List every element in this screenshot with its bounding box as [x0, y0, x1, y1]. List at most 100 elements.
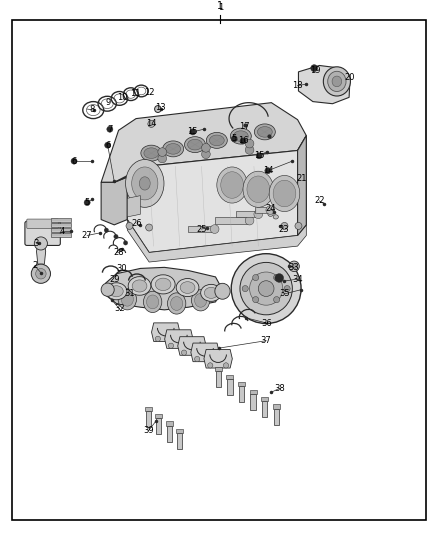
Circle shape — [265, 167, 271, 174]
Circle shape — [291, 264, 297, 269]
Text: 35: 35 — [279, 289, 290, 298]
Circle shape — [281, 222, 288, 229]
Bar — [226, 375, 233, 379]
Ellipse shape — [206, 132, 227, 148]
Polygon shape — [36, 244, 46, 264]
Text: 1: 1 — [217, 1, 223, 11]
Text: 14: 14 — [263, 166, 273, 175]
Text: 1: 1 — [218, 3, 223, 12]
Circle shape — [148, 120, 155, 127]
Circle shape — [245, 139, 254, 148]
FancyBboxPatch shape — [27, 219, 58, 229]
Ellipse shape — [328, 71, 346, 92]
Text: 37: 37 — [261, 336, 272, 345]
Circle shape — [256, 153, 262, 159]
Circle shape — [274, 274, 280, 280]
Ellipse shape — [147, 295, 159, 309]
Text: 27: 27 — [82, 231, 92, 240]
Text: 5: 5 — [85, 198, 90, 207]
Text: 7: 7 — [107, 125, 113, 134]
Ellipse shape — [258, 126, 272, 137]
Bar — [176, 429, 183, 433]
Circle shape — [231, 254, 301, 324]
Bar — [239, 386, 244, 402]
Ellipse shape — [170, 296, 183, 310]
Ellipse shape — [268, 207, 273, 211]
Circle shape — [254, 210, 263, 219]
Circle shape — [242, 286, 248, 292]
Ellipse shape — [332, 76, 342, 87]
Text: 21: 21 — [297, 174, 307, 183]
Circle shape — [201, 143, 210, 152]
Bar — [188, 226, 215, 232]
Text: 19: 19 — [310, 66, 320, 75]
Bar — [215, 217, 250, 224]
Text: 33: 33 — [289, 263, 300, 272]
Circle shape — [107, 126, 113, 132]
Circle shape — [126, 222, 133, 229]
Polygon shape — [106, 268, 223, 310]
Text: 34: 34 — [292, 274, 303, 284]
Bar — [156, 418, 161, 434]
Text: 28: 28 — [113, 248, 124, 257]
Circle shape — [194, 357, 200, 361]
Text: 11: 11 — [130, 88, 141, 98]
Text: 18: 18 — [292, 81, 303, 90]
Ellipse shape — [221, 172, 244, 198]
Circle shape — [250, 272, 283, 305]
Circle shape — [168, 343, 173, 349]
Circle shape — [71, 158, 77, 164]
Bar — [274, 409, 279, 425]
Circle shape — [208, 363, 213, 368]
Text: 8: 8 — [90, 104, 95, 114]
Polygon shape — [165, 330, 193, 349]
Text: 4: 4 — [59, 227, 64, 236]
Ellipse shape — [233, 131, 248, 141]
Circle shape — [34, 237, 47, 250]
Text: 2: 2 — [32, 261, 37, 270]
Ellipse shape — [166, 143, 180, 154]
Ellipse shape — [126, 159, 164, 207]
Ellipse shape — [187, 139, 202, 150]
Circle shape — [210, 357, 215, 361]
Text: 13: 13 — [155, 103, 166, 112]
Circle shape — [146, 224, 152, 231]
Bar — [166, 422, 173, 426]
Circle shape — [158, 154, 166, 163]
Bar — [238, 382, 245, 386]
Polygon shape — [101, 103, 306, 182]
Bar — [145, 407, 152, 411]
Ellipse shape — [273, 180, 296, 207]
Ellipse shape — [217, 167, 247, 203]
Bar — [166, 426, 172, 442]
Text: 38: 38 — [274, 384, 285, 393]
Ellipse shape — [209, 135, 224, 146]
Polygon shape — [204, 350, 232, 368]
Bar — [155, 414, 162, 418]
Ellipse shape — [215, 284, 230, 299]
Text: 23: 23 — [278, 224, 289, 233]
Circle shape — [210, 225, 219, 233]
Text: 5: 5 — [232, 134, 237, 143]
Ellipse shape — [180, 281, 195, 294]
Polygon shape — [191, 343, 219, 362]
Ellipse shape — [144, 148, 159, 158]
Circle shape — [114, 235, 118, 239]
Circle shape — [105, 142, 111, 148]
Text: 10: 10 — [117, 93, 127, 102]
Bar — [255, 207, 270, 213]
Polygon shape — [298, 66, 350, 104]
Text: 24: 24 — [265, 205, 276, 213]
Ellipse shape — [254, 124, 276, 140]
Text: 12: 12 — [144, 87, 155, 96]
Ellipse shape — [205, 287, 218, 298]
Ellipse shape — [273, 215, 279, 219]
Circle shape — [31, 264, 50, 284]
Circle shape — [124, 241, 128, 245]
Ellipse shape — [110, 286, 123, 297]
Bar — [51, 219, 71, 222]
Text: 32: 32 — [114, 304, 125, 313]
Ellipse shape — [144, 291, 162, 312]
Ellipse shape — [141, 145, 162, 161]
Ellipse shape — [176, 279, 199, 296]
